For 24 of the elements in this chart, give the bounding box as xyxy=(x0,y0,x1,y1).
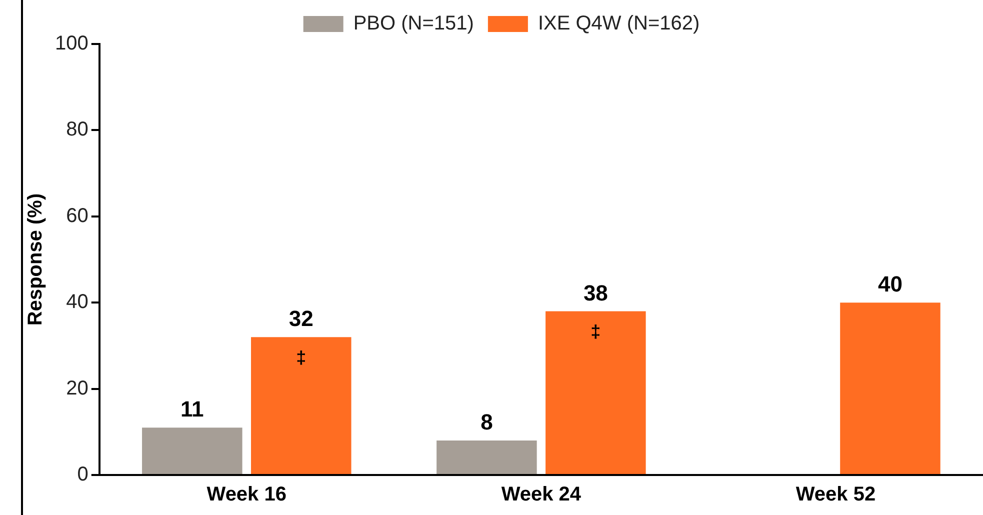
bar xyxy=(142,428,242,474)
bar xyxy=(251,337,352,474)
data-label: 38 xyxy=(583,280,608,306)
y-axis-title: Response (%) xyxy=(24,193,47,326)
data-label: 32 xyxy=(288,306,314,332)
y-tick-label: 20 xyxy=(66,377,88,400)
data-label: 8 xyxy=(480,410,493,435)
x-tick-label: Week 24 xyxy=(501,484,582,506)
bar xyxy=(840,302,940,474)
y-tick-label: 100 xyxy=(54,32,88,55)
annotation: ‡ xyxy=(296,348,306,368)
annotation: ‡ xyxy=(590,322,601,342)
y-tick-label: 40 xyxy=(66,291,88,314)
x-tick-label: Week 52 xyxy=(796,484,876,506)
bar xyxy=(546,311,646,474)
x-tick-label: Week 16 xyxy=(206,484,286,506)
bar xyxy=(436,440,537,474)
legend-label: PBO (N=151) xyxy=(353,12,474,35)
y-tick-label: 0 xyxy=(77,464,88,486)
data-label: 11 xyxy=(180,396,204,422)
legend-label: IXE Q4W (N=162) xyxy=(538,12,700,35)
data-label: 40 xyxy=(878,272,902,297)
y-tick-label: 80 xyxy=(66,118,88,141)
y-tick-label: 60 xyxy=(66,204,88,227)
